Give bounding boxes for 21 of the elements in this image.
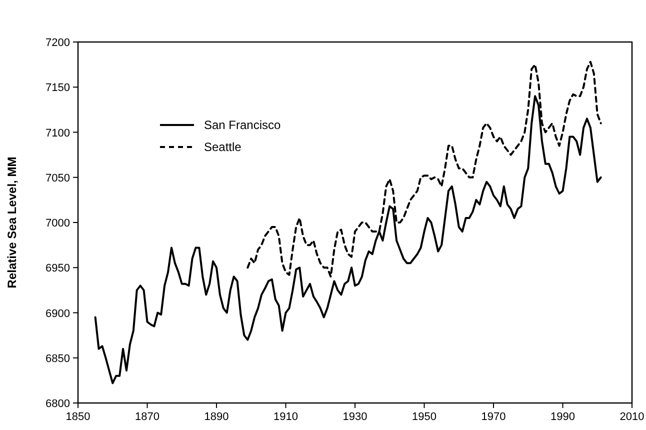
y-tick-label: 7050: [46, 172, 70, 184]
x-tick-label: 1930: [342, 411, 368, 423]
x-tick-label: 2010: [620, 411, 644, 423]
y-tick-label: 6900: [46, 308, 70, 320]
y-tick-label: 6950: [46, 262, 70, 275]
x-tick-label: 1850: [66, 411, 90, 423]
x-tick-label: 1950: [412, 411, 436, 423]
y-axis-title: Relative Sea Level, MM: [5, 156, 19, 288]
x-tick-label: 1910: [274, 411, 298, 423]
legend-label: Seattle: [204, 140, 242, 154]
y-tick-label: 7000: [46, 218, 70, 230]
legend-label: San Francisco: [204, 118, 282, 132]
y-tick-label: 7150: [46, 82, 70, 94]
y-tick-label: 6800: [46, 398, 70, 410]
x-tick-label: 1990: [550, 411, 575, 423]
x-tick-label: 1970: [481, 411, 506, 423]
x-tick-label: 1870: [135, 411, 160, 423]
y-tick-label: 6850: [46, 352, 70, 365]
y-tick-label: 7100: [46, 127, 70, 140]
x-tick-label: 1890: [204, 411, 229, 423]
y-tick-label: 7200: [46, 37, 70, 49]
